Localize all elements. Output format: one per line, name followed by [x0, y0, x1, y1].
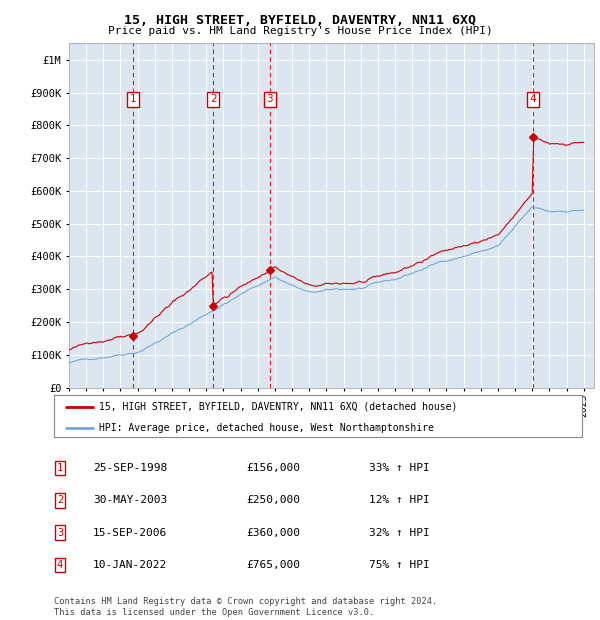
Text: 30-MAY-2003: 30-MAY-2003 — [93, 495, 167, 505]
Text: 2: 2 — [210, 94, 217, 104]
Text: 1: 1 — [130, 94, 136, 104]
Text: 33% ↑ HPI: 33% ↑ HPI — [369, 463, 430, 473]
Text: 12% ↑ HPI: 12% ↑ HPI — [369, 495, 430, 505]
Text: 75% ↑ HPI: 75% ↑ HPI — [369, 560, 430, 570]
Text: 32% ↑ HPI: 32% ↑ HPI — [369, 528, 430, 538]
Text: £360,000: £360,000 — [246, 528, 300, 538]
Text: 25-SEP-1998: 25-SEP-1998 — [93, 463, 167, 473]
Text: 1: 1 — [57, 463, 63, 473]
Text: 3: 3 — [57, 528, 63, 538]
Text: £765,000: £765,000 — [246, 560, 300, 570]
Text: 4: 4 — [529, 94, 536, 104]
Text: 15, HIGH STREET, BYFIELD, DAVENTRY, NN11 6XQ: 15, HIGH STREET, BYFIELD, DAVENTRY, NN11… — [124, 14, 476, 27]
Text: Contains HM Land Registry data © Crown copyright and database right 2024.
This d: Contains HM Land Registry data © Crown c… — [54, 598, 437, 617]
Text: 3: 3 — [266, 94, 273, 104]
Text: £156,000: £156,000 — [246, 463, 300, 473]
Text: 2: 2 — [57, 495, 63, 505]
Text: 15-SEP-2006: 15-SEP-2006 — [93, 528, 167, 538]
Text: 4: 4 — [57, 560, 63, 570]
Text: HPI: Average price, detached house, West Northamptonshire: HPI: Average price, detached house, West… — [99, 423, 434, 433]
Text: £250,000: £250,000 — [246, 495, 300, 505]
Text: 15, HIGH STREET, BYFIELD, DAVENTRY, NN11 6XQ (detached house): 15, HIGH STREET, BYFIELD, DAVENTRY, NN11… — [99, 402, 457, 412]
Text: Price paid vs. HM Land Registry's House Price Index (HPI): Price paid vs. HM Land Registry's House … — [107, 26, 493, 36]
Text: 10-JAN-2022: 10-JAN-2022 — [93, 560, 167, 570]
